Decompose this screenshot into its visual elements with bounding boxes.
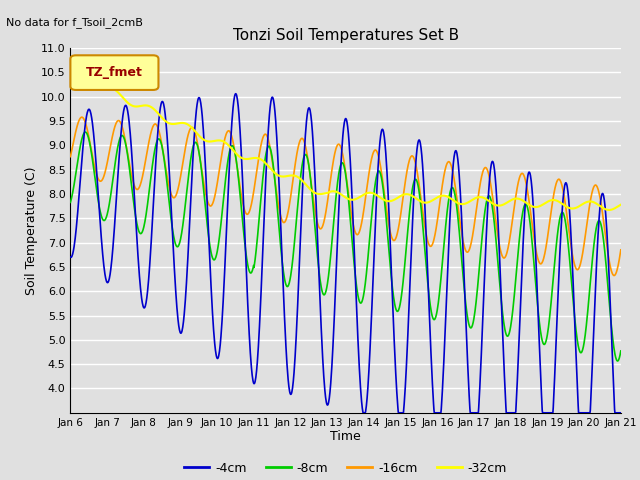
Text: No data for f_Tsoil_2cmB: No data for f_Tsoil_2cmB [6, 17, 143, 28]
Y-axis label: Soil Temperature (C): Soil Temperature (C) [25, 166, 38, 295]
FancyBboxPatch shape [70, 55, 159, 90]
Text: TZ_fmet: TZ_fmet [86, 66, 143, 79]
Legend: -4cm, -8cm, -16cm, -32cm: -4cm, -8cm, -16cm, -32cm [179, 456, 512, 480]
Title: Tonzi Soil Temperatures Set B: Tonzi Soil Temperatures Set B [232, 28, 459, 43]
X-axis label: Time: Time [330, 431, 361, 444]
